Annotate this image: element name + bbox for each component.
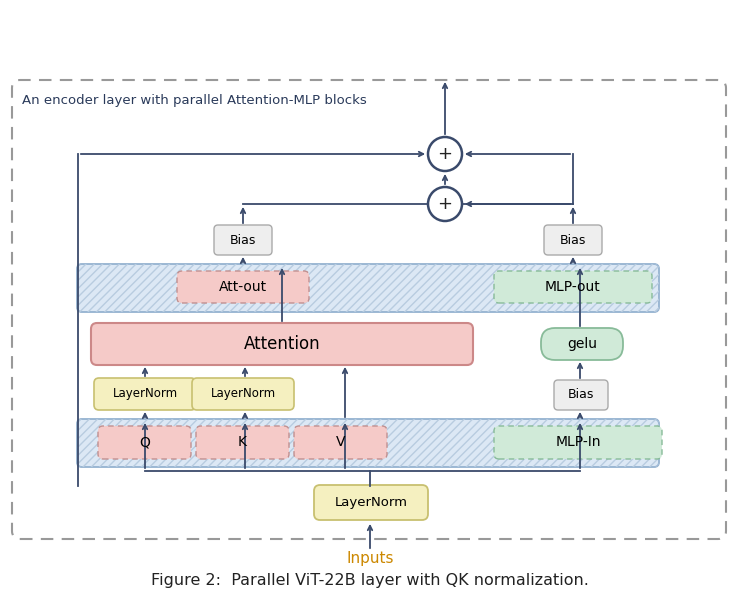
Text: Bias: Bias xyxy=(560,233,586,247)
FancyBboxPatch shape xyxy=(77,419,659,467)
Text: LayerNorm: LayerNorm xyxy=(211,387,276,401)
FancyBboxPatch shape xyxy=(294,426,387,459)
Text: Figure 2:  Parallel ViT-22B layer with QK normalization.: Figure 2: Parallel ViT-22B layer with QK… xyxy=(151,574,589,588)
Text: Q: Q xyxy=(139,435,150,449)
FancyBboxPatch shape xyxy=(98,426,191,459)
FancyBboxPatch shape xyxy=(177,271,309,303)
FancyBboxPatch shape xyxy=(544,225,602,255)
Text: Attention: Attention xyxy=(244,335,320,353)
FancyBboxPatch shape xyxy=(196,426,289,459)
FancyBboxPatch shape xyxy=(541,328,623,360)
Text: gelu: gelu xyxy=(567,337,597,351)
Text: Att-out: Att-out xyxy=(219,280,267,294)
Text: LayerNorm: LayerNorm xyxy=(335,496,407,509)
Text: MLP-In: MLP-In xyxy=(555,435,601,449)
FancyBboxPatch shape xyxy=(77,264,659,312)
FancyBboxPatch shape xyxy=(91,323,473,365)
Text: +: + xyxy=(437,195,452,213)
FancyBboxPatch shape xyxy=(94,378,196,410)
FancyBboxPatch shape xyxy=(314,485,428,520)
FancyBboxPatch shape xyxy=(494,426,662,459)
FancyBboxPatch shape xyxy=(192,378,294,410)
FancyBboxPatch shape xyxy=(12,80,726,539)
Text: K: K xyxy=(238,435,247,449)
Text: Inputs: Inputs xyxy=(347,552,394,566)
Text: V: V xyxy=(336,435,345,449)
Text: MLP-out: MLP-out xyxy=(545,280,601,294)
Text: Bias: Bias xyxy=(568,389,594,401)
Text: Bias: Bias xyxy=(230,233,256,247)
FancyBboxPatch shape xyxy=(554,380,608,410)
Text: An encoder layer with parallel Attention-MLP blocks: An encoder layer with parallel Attention… xyxy=(22,94,367,107)
FancyBboxPatch shape xyxy=(494,271,652,303)
FancyBboxPatch shape xyxy=(214,225,272,255)
Text: LayerNorm: LayerNorm xyxy=(112,387,177,401)
Text: +: + xyxy=(437,145,452,163)
